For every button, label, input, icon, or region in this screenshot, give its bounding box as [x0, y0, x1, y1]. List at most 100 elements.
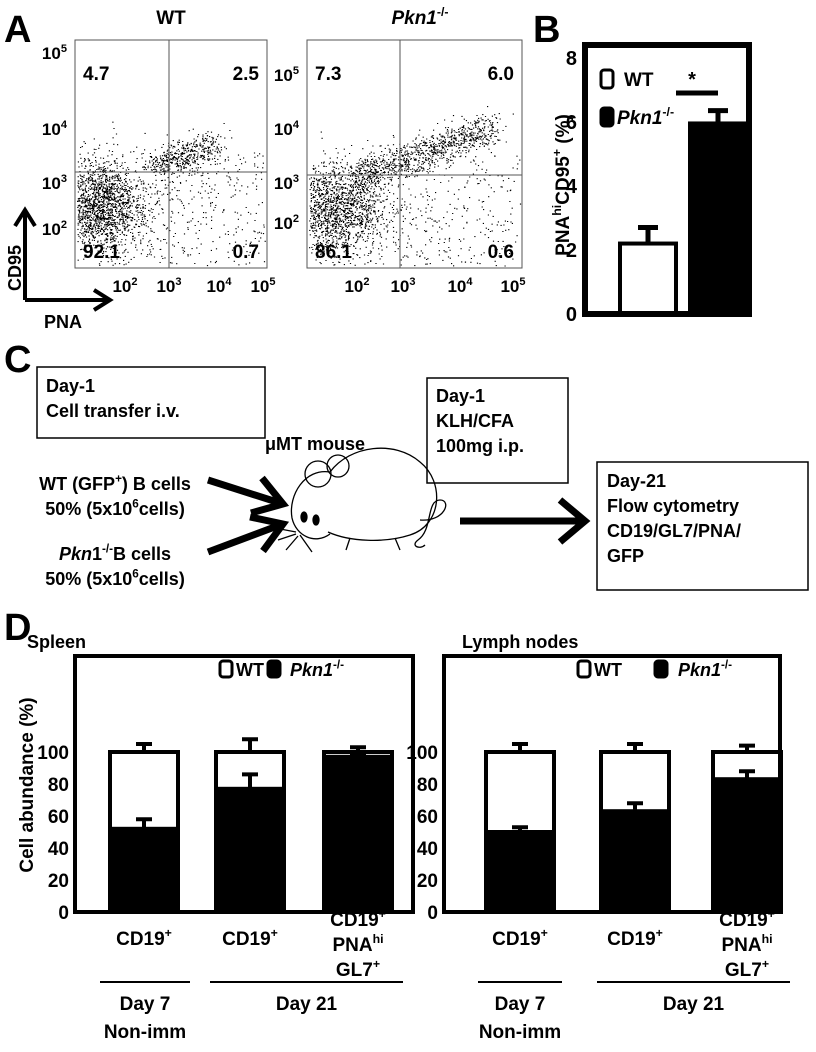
panel-label: B	[533, 9, 560, 51]
text-part: 10	[206, 277, 225, 296]
error-bar	[242, 737, 258, 752]
y-tick-label: 20	[48, 871, 69, 892]
text-part: hi	[373, 932, 384, 946]
text-part: cells)	[139, 569, 185, 589]
plot-frame	[73, 654, 415, 914]
text-part: CD19	[607, 929, 656, 950]
text-part: +	[656, 926, 663, 940]
x-tick-label: CD19+	[116, 926, 172, 950]
text-part: 1	[92, 544, 102, 564]
text-part: +	[165, 926, 172, 940]
y-tick-label: 8	[566, 48, 577, 70]
quadrant-value: 4.7	[83, 64, 109, 85]
x-tick-label: 104	[206, 276, 232, 296]
text-part: 10	[42, 120, 61, 139]
group-label: Day 7	[120, 994, 171, 1015]
quadrant-value: 6.0	[488, 64, 514, 85]
box-text: Flow cytometry	[607, 496, 739, 516]
error-bar	[136, 817, 152, 829]
box-text: GFP	[607, 546, 644, 566]
legend-label: WT	[236, 660, 264, 680]
x-tick-label: CD19+	[222, 926, 278, 950]
legend-swatch	[266, 659, 282, 679]
text-part: 5	[61, 43, 67, 55]
text-part: -/-	[437, 5, 449, 19]
y-tick-label: 103	[274, 173, 299, 193]
arrow	[206, 521, 282, 556]
error-bar	[627, 801, 643, 812]
text-part: +	[379, 907, 386, 921]
quadrant-value: 0.6	[488, 242, 514, 263]
panel-label: D	[4, 607, 31, 649]
box-text: KLH/CFA	[436, 411, 514, 431]
bar	[618, 241, 678, 316]
arrow-head	[250, 475, 290, 517]
y-tick-label: 2	[566, 240, 577, 262]
text-part: -/-	[721, 658, 732, 671]
x-tick-label: 102	[344, 276, 369, 296]
text-part: 5	[519, 276, 525, 288]
y-tick-label: 60	[417, 807, 438, 828]
group-label: Non-imm	[104, 1022, 186, 1043]
plot-frame	[74, 39, 268, 269]
y-axis-label: Cell abundance (%)	[17, 697, 38, 872]
text-part: cells)	[139, 499, 185, 519]
legend-label: WT	[624, 70, 654, 91]
text-part: CD19	[492, 929, 541, 950]
text-part: PNA	[721, 935, 761, 956]
panel-label: A	[4, 9, 31, 51]
text-part: 5	[269, 276, 275, 288]
text-part: CD19	[116, 929, 165, 950]
text-part: 4	[466, 276, 473, 288]
text-part: +	[541, 926, 548, 940]
y-tick-label: 104	[42, 119, 68, 139]
y-tick-label: 0	[566, 304, 577, 326]
error-bar	[512, 742, 528, 752]
arrow	[206, 476, 282, 507]
x-tick-label: 105	[250, 276, 275, 296]
text-part: 6	[132, 567, 139, 580]
y-tick-label: 80	[48, 775, 69, 796]
group-label: Day 21	[663, 994, 725, 1015]
x-tick-label: CD19+	[492, 926, 548, 950]
text-part: B cells	[113, 544, 171, 564]
box-text: 100mg i.p.	[436, 436, 524, 456]
text-part: 50% (5x10	[45, 499, 132, 519]
text-part: 10	[42, 44, 61, 63]
error-bar	[350, 751, 366, 757]
mouse	[274, 447, 447, 553]
error-bar	[739, 769, 755, 780]
y-tick-label: 104	[274, 119, 300, 139]
y-tick-label: 0	[58, 903, 69, 924]
bar-segment	[322, 754, 394, 914]
y-tick-label: 40	[48, 839, 69, 860]
panel-label: C	[4, 339, 31, 381]
group-label: Day 7	[495, 994, 546, 1015]
text-part: hi	[762, 932, 773, 946]
mouse-label: μMT mouse	[265, 434, 365, 454]
text-part: WT (GFP	[39, 474, 115, 494]
quadrant-value: 7.3	[315, 64, 341, 85]
error-bar	[350, 745, 366, 752]
diagram-shapes	[13, 206, 809, 591]
text-part: 2	[61, 219, 67, 231]
significance-label: *	[688, 69, 696, 91]
text-part: CD19	[719, 910, 768, 931]
legend-swatch	[218, 659, 234, 679]
quadrant-value: 2.5	[233, 64, 260, 85]
quadrant-value: 92.1	[83, 242, 120, 263]
group-label: Non-imm	[479, 1022, 561, 1043]
bar-segment	[484, 750, 556, 834]
text-part: 3	[293, 173, 299, 185]
plot-frame	[582, 42, 752, 317]
y-tick-label: 105	[274, 65, 299, 85]
y-tick-label: 100	[37, 743, 69, 764]
text-part: 10	[344, 277, 363, 296]
group-label: Day 21	[276, 994, 338, 1015]
plot-frame	[442, 654, 782, 914]
error-bar	[136, 742, 152, 752]
text-part: GL7	[725, 960, 762, 981]
box	[426, 377, 569, 484]
text-part: 10	[250, 277, 269, 296]
